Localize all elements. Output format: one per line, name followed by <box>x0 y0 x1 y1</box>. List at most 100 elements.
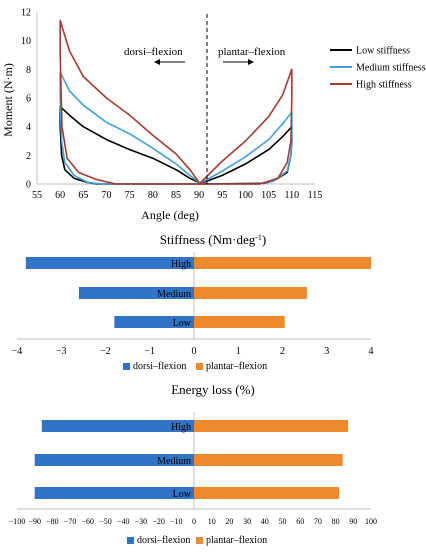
x-tick-label: 1 <box>236 346 241 357</box>
x-tick-label: −80 <box>46 517 59 526</box>
chart-title: Stiffness (Nm·deg-1) <box>160 232 266 247</box>
x-tick-label: 3 <box>324 346 329 357</box>
category-label: High <box>171 259 191 270</box>
dorsi-arrow <box>154 59 185 65</box>
bar-dorsi <box>78 287 194 299</box>
x-tick-label: −100 <box>9 517 26 526</box>
category-label: Low <box>173 318 192 329</box>
bar-plantar <box>194 316 285 328</box>
x-tick-label: 30 <box>243 517 251 526</box>
bar-dorsi <box>114 316 194 328</box>
x-tick-label: 2 <box>280 346 285 357</box>
x-tick-label: 95 <box>217 190 227 201</box>
bar-plantar <box>194 287 307 299</box>
legend-swatch <box>196 363 203 370</box>
plantar-arrow <box>223 59 254 65</box>
bar-plantar <box>194 487 340 499</box>
x-tick-label: −10 <box>170 517 183 526</box>
x-tick-label: 80 <box>332 517 340 526</box>
x-tick-label: 100 <box>365 517 377 526</box>
y-tick-label: 12 <box>21 8 31 19</box>
category-label: Medium <box>157 456 191 467</box>
x-tick-label: 10 <box>208 517 216 526</box>
bar-dorsi <box>41 420 194 432</box>
x-tick-label: −4 <box>12 346 23 357</box>
legend-label: dorsi–flexion <box>133 361 186 372</box>
x-tick-label: −2 <box>100 346 111 357</box>
legend-label: High stiffness <box>356 80 412 91</box>
series-line-2 <box>59 71 293 185</box>
chart-title: Energy loss (%) <box>171 382 255 397</box>
y-tick-label: 0 <box>26 180 31 191</box>
x-tick-label: 90 <box>194 190 204 201</box>
legend-label: plantar–flexion <box>206 535 267 546</box>
bars <box>34 420 348 499</box>
category-label: Low <box>173 489 192 500</box>
x-tick-label: 70 <box>314 517 322 526</box>
x-tick-label: 110 <box>285 190 300 201</box>
bar-plantar <box>194 420 348 432</box>
dorsi-annotation: dorsi–flexion <box>124 46 183 58</box>
x-tick-label: 80 <box>148 190 158 201</box>
series-line-1 <box>59 105 293 185</box>
bar-dorsi <box>34 487 195 499</box>
x-tick-label: 115 <box>308 190 323 201</box>
x-tick-label: −50 <box>99 517 112 526</box>
x-tick-labels: −4 −3 −2 −1 0 1 2 3 4 <box>12 346 374 357</box>
x-tick-labels: −100 −90 −80 −70 −60 −50 −40 −30 −20 −10 0 10 20 30 40… <box>9 517 377 526</box>
x-tick-label: −30 <box>135 517 148 526</box>
plantar-annotation: plantar–flexion <box>218 46 286 58</box>
x-tick-label: 85 <box>171 190 181 201</box>
y-tick-label: 4 <box>26 122 31 133</box>
x-tick-label: −60 <box>82 517 95 526</box>
legend-swatch <box>196 537 203 544</box>
legend: dorsi–flexion plantar–flexion <box>123 361 267 372</box>
legend: dorsi–flexion plantar–flexion <box>127 535 267 546</box>
x-tick-label: 55 <box>32 190 42 201</box>
moment-angle-chart: 55 60 65 70 75 80 85 90 95 100 105 110 115 0 2 4 6 8 10 12… <box>1 8 426 223</box>
legend-label: Low stiffness <box>356 46 410 57</box>
legend-label: plantar–flexion <box>206 361 267 372</box>
x-tick-label: 60 <box>55 190 65 201</box>
x-tick-label: 100 <box>238 190 253 201</box>
bar-dorsi <box>34 454 195 466</box>
legend-label: Medium stiffness <box>356 63 426 74</box>
y-tick-label: 2 <box>26 151 31 162</box>
x-tick-label: 4 <box>369 346 374 357</box>
x-tick-label: 65 <box>78 190 88 201</box>
y-tick-label: 8 <box>26 65 31 76</box>
bar-dorsi <box>25 257 194 269</box>
x-tick-label: 0 <box>192 517 196 526</box>
x-tick-labels: 55 60 65 70 75 80 85 90 95 100 105 110 115 <box>32 190 322 201</box>
legend: Low stiffness Medium stiffness High stiffn… <box>330 46 426 91</box>
plot-frame <box>36 12 315 185</box>
y-tick-label: 6 <box>26 94 31 105</box>
legend-label: dorsi–flexion <box>137 535 190 546</box>
series-line-3 <box>59 19 293 185</box>
y-tick-labels: 0 2 4 6 8 10 12 <box>21 8 31 191</box>
x-tick-label: −1 <box>144 346 155 357</box>
x-tick-label: −70 <box>64 517 77 526</box>
bar-plantar <box>194 257 371 269</box>
y-tick-label: 10 <box>21 36 31 47</box>
x-tick-label: −20 <box>152 517 165 526</box>
x-tick-label: 70 <box>102 190 112 201</box>
bars <box>25 257 371 328</box>
x-tick-label: 40 <box>261 517 269 526</box>
legend-swatch <box>127 537 134 544</box>
x-tick-label: 75 <box>125 190 135 201</box>
x-tick-label: −90 <box>28 517 41 526</box>
y-axis-label: Moment (N·m) <box>1 63 15 137</box>
x-tick-label: 0 <box>192 346 197 357</box>
x-tick-label: 105 <box>261 190 276 201</box>
x-tick-label: 50 <box>279 517 287 526</box>
category-label: High <box>171 422 191 433</box>
legend-swatch <box>123 363 130 370</box>
category-labels: High Medium Low <box>157 259 192 329</box>
series-lines <box>59 19 293 185</box>
x-tick-label: 90 <box>349 517 357 526</box>
